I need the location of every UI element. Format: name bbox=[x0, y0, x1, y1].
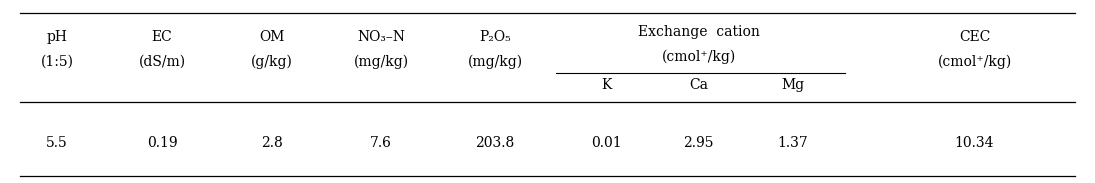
Text: 2.8: 2.8 bbox=[261, 136, 283, 150]
Text: 5.5: 5.5 bbox=[46, 136, 68, 150]
Text: 10.34: 10.34 bbox=[955, 136, 994, 150]
Text: 1.37: 1.37 bbox=[777, 136, 808, 150]
Text: 7.6: 7.6 bbox=[370, 136, 392, 150]
Text: (1:5): (1:5) bbox=[41, 54, 73, 68]
Text: CEC: CEC bbox=[959, 30, 990, 44]
Text: (mg/kg): (mg/kg) bbox=[354, 54, 408, 68]
Text: (dS/m): (dS/m) bbox=[138, 54, 186, 68]
Text: P₂O₅: P₂O₅ bbox=[480, 30, 510, 44]
Text: 0.19: 0.19 bbox=[147, 136, 177, 150]
Text: EC: EC bbox=[152, 30, 172, 44]
Text: Exchange  cation: Exchange cation bbox=[637, 25, 760, 39]
Text: (mg/kg): (mg/kg) bbox=[468, 54, 522, 68]
Text: 203.8: 203.8 bbox=[475, 136, 515, 150]
Text: Mg: Mg bbox=[781, 78, 805, 92]
Text: 0.01: 0.01 bbox=[591, 136, 622, 150]
Text: NO₃–N: NO₃–N bbox=[357, 30, 405, 44]
Text: Ca: Ca bbox=[689, 78, 708, 92]
Text: K: K bbox=[601, 78, 612, 92]
Text: 2.95: 2.95 bbox=[683, 136, 714, 150]
Text: pH: pH bbox=[46, 30, 68, 44]
Text: (cmol⁺/kg): (cmol⁺/kg) bbox=[937, 54, 1012, 68]
Text: OM: OM bbox=[258, 30, 285, 44]
Text: (g/kg): (g/kg) bbox=[251, 54, 292, 68]
Text: (cmol⁺/kg): (cmol⁺/kg) bbox=[661, 50, 736, 64]
